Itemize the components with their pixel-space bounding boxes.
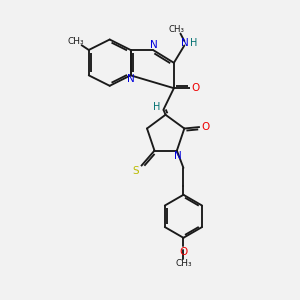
Text: N: N: [150, 40, 158, 50]
Text: O: O: [201, 122, 209, 132]
Text: H: H: [190, 38, 197, 47]
Text: O: O: [192, 83, 200, 93]
Text: N: N: [174, 151, 181, 161]
Text: S: S: [132, 166, 139, 176]
Text: H: H: [153, 102, 161, 112]
Text: N: N: [181, 38, 189, 47]
Text: CH₃: CH₃: [175, 259, 192, 268]
Text: O: O: [179, 247, 188, 257]
Text: CH₃: CH₃: [168, 25, 184, 34]
Text: CH₃: CH₃: [68, 37, 85, 46]
Text: N: N: [127, 74, 134, 84]
